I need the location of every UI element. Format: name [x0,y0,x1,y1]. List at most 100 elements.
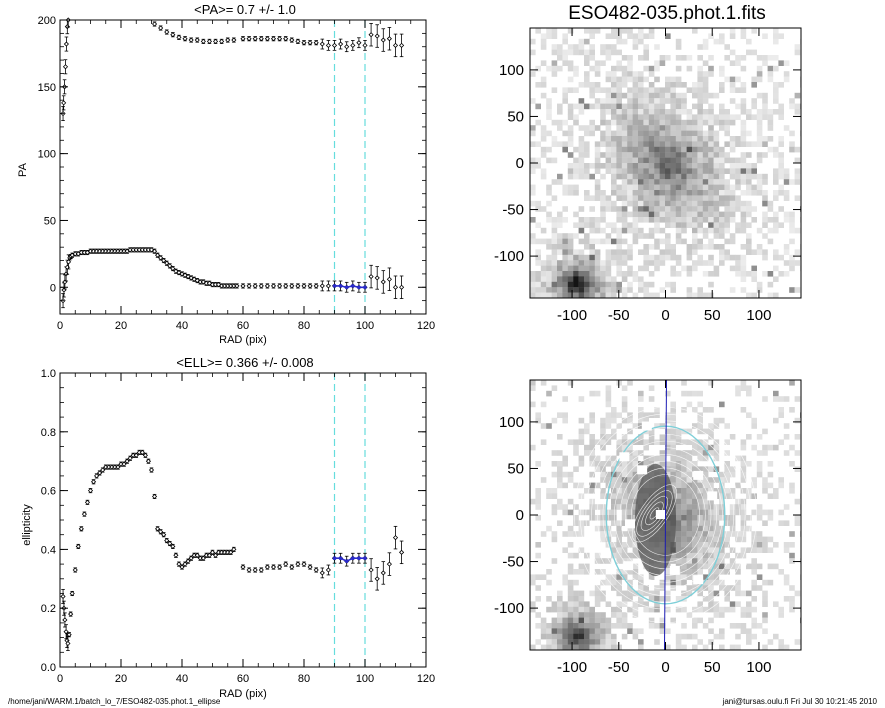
image1-pixel [551,87,558,93]
image2-pixel [632,450,639,456]
image1-pixel [594,292,601,298]
image1-pixel [697,146,703,153]
image1-pixel [724,141,730,147]
image2-pixel [594,612,601,618]
image1-pixel [659,146,666,153]
image1-pixel [573,114,579,120]
image1-pixel [654,190,660,196]
image1-pixel [638,130,644,137]
image1-pixel [616,82,622,88]
image1-pixel [735,271,741,277]
image1-pixel [659,157,666,164]
image1-pixel [584,222,590,228]
image2-pixel [600,466,606,472]
image1-pixel [573,103,579,110]
image1-pixel [675,152,682,158]
image1-pixel [740,217,747,223]
image1-pixel [756,184,763,191]
image1-pixel [675,254,682,261]
image1-pixel [665,82,671,88]
image2-pixel [546,606,552,613]
image2-pixel [746,606,752,613]
image1-pixel [654,265,660,272]
image1-pixel [665,136,671,142]
image1-pixel [557,109,563,115]
image1-pixel [643,130,649,137]
image1-pixel [643,173,649,180]
image2-pixel [562,628,568,634]
image2-pixel [632,482,639,489]
image1-pixel [670,87,676,93]
image2-pixel [724,450,730,456]
image1-pixel [762,233,768,239]
ell-data-point [167,540,173,547]
image1-pixel [681,179,687,185]
image1-pixel [600,287,606,293]
image2-pixel [643,444,649,451]
image1-pixel [692,152,698,158]
image1-pixel [794,227,801,234]
image1-pixel [783,217,790,223]
image1-pixel [724,254,730,261]
image1-pixel [643,119,649,126]
image1-pixel [783,168,790,174]
image1-pixel [643,195,649,201]
image1-pixel [686,173,693,180]
ell-data-point [81,511,87,517]
image1-pixel [540,130,547,137]
image2-pixel [724,515,730,521]
image1-pixel [557,141,563,147]
image1-pixel [638,136,644,142]
image1-pixel [756,109,763,115]
image1-pixel [702,211,709,218]
isophote-outer-ellipse [605,425,726,605]
image1-pixel [681,217,687,223]
image2-pixel [729,601,736,607]
image2-pixel [762,428,768,435]
image1-pixel [632,114,639,120]
image1-pixel [627,125,633,131]
image1-pixel [530,184,536,191]
image1-pixel [746,38,752,45]
image1-pixel [535,271,541,277]
image1-pixel [632,206,639,212]
image2-pixel [551,628,558,634]
image2-pixel [551,606,558,613]
image1-pixel [659,254,666,261]
image2-pixel [632,612,639,618]
image1-pixel [697,152,703,158]
image1-pixel [589,55,595,61]
image1-pixel [659,92,666,99]
image1-pixel [708,125,714,131]
image2-pixel [702,488,709,494]
ell-data-point [399,549,405,555]
image1-pixel [713,206,720,212]
image2-pixel [567,596,574,602]
image1-pixel [551,281,558,288]
image1-pixel [767,238,774,245]
image1-pixel [735,55,741,61]
pa-x-tick-label: 120 [417,320,435,332]
image1-pixel [665,109,671,115]
image1-pixel [670,287,676,293]
image1-pixel [621,28,628,34]
image1-pixel [540,60,547,66]
image2-pixel [621,385,628,391]
image2-pixel [719,547,725,553]
image2-pixel [692,552,698,559]
image1-pixel [692,136,698,142]
image1-pixel [729,60,736,66]
image2-pixel [794,396,801,402]
image1-pixel [735,173,741,180]
image1-pixel [627,130,633,137]
image2-pixel [724,590,730,597]
image1-pixel [638,33,644,39]
image1-pixel [767,119,774,126]
image2-pixel [627,380,633,386]
image1-pixel [778,82,784,88]
image1-pixel [578,254,585,261]
pa-fit-point [351,284,355,288]
image1-pixel [557,271,563,277]
image2-pixel [746,547,752,553]
image1-pixel [762,55,768,61]
